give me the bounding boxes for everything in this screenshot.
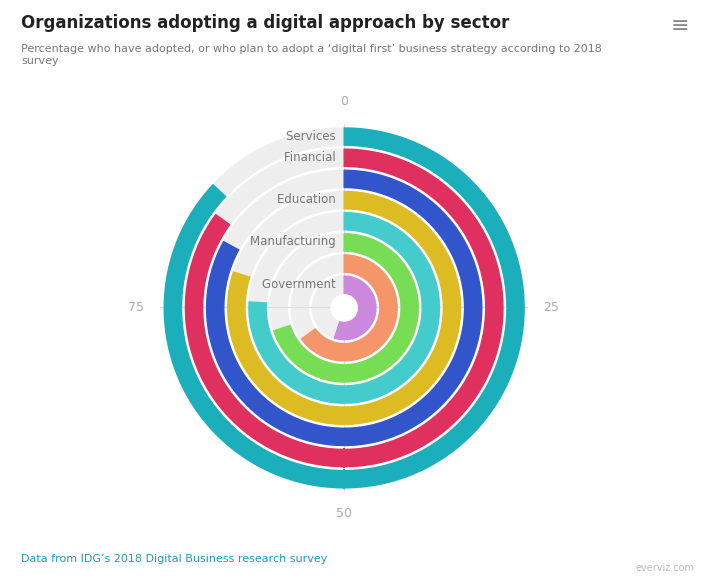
Text: Financial: Financial <box>284 151 344 164</box>
Text: ≡: ≡ <box>671 16 690 35</box>
Text: everviz.com: everviz.com <box>636 563 695 573</box>
Text: 75: 75 <box>128 301 144 314</box>
Text: 25: 25 <box>543 301 559 314</box>
Text: 50: 50 <box>336 507 352 520</box>
Text: Organizations adopting a digital approach by sector: Organizations adopting a digital approac… <box>21 14 510 32</box>
Text: Percentage who have adopted, or who plan to adopt a ‘digital first’ business str: Percentage who have adopted, or who plan… <box>21 44 602 66</box>
Text: Education: Education <box>277 193 344 206</box>
Text: Manufacturing: Manufacturing <box>251 235 344 248</box>
Text: 0: 0 <box>339 95 348 108</box>
Text: Government: Government <box>263 278 344 291</box>
Text: Services: Services <box>286 129 344 143</box>
Text: Data from IDG’s 2018 Digital Business research survey: Data from IDG’s 2018 Digital Business re… <box>21 554 328 564</box>
